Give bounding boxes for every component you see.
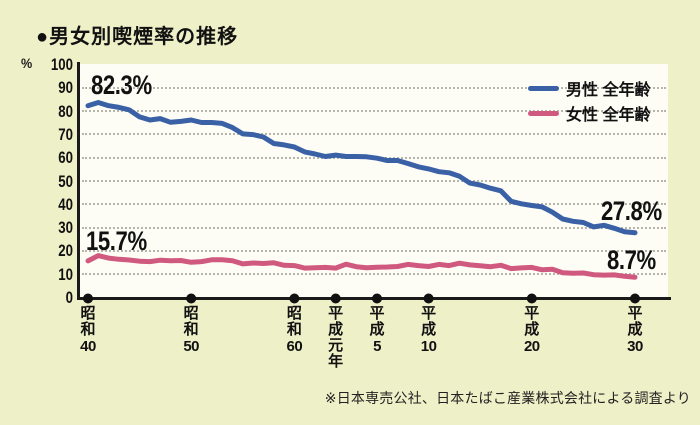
x-label-number: 50 [183,338,200,355]
gridline-60 [82,156,666,159]
x-label-char: 成 [524,321,540,338]
y-tick-20: 20 [58,241,73,261]
y-tick-30: 30 [58,218,73,238]
legend-item-female: 女性 全年齢 [528,103,651,124]
female-line-swatch-icon [528,110,559,116]
gridline-70 [82,133,666,136]
x-label-1975: 昭和 50 [183,306,199,355]
gridline-30 [82,226,666,229]
chart-title: ●男女別喫煙率の推移 [36,26,239,48]
x-label-1998: 平成 10 [421,306,437,355]
annotation-male-start: 82.3% [91,70,152,100]
x-axis-line [77,297,671,300]
x-label-number: 40 [80,338,96,355]
x-label-char: 昭 [183,305,199,322]
y-axis-unit: % [21,55,33,71]
y-axis-line [77,62,80,299]
y-tick-60: 60 [58,148,73,168]
x-label-char: 成 [328,321,344,338]
y-tick-10: 10 [58,264,73,284]
x-label-char: 和 [80,321,96,338]
x-label-char: 成 [421,321,437,338]
x-label-number: 20 [523,338,540,355]
y-tick-90: 90 [58,78,73,98]
x-label-1989: 平成元年 [328,306,343,370]
legend-label-male: 男性 全年齢 [566,82,651,99]
legend-item-male: 男性 全年齢 [528,78,651,99]
x-label-number: 30 [627,338,643,355]
annotation-male-end: 27.8% [601,196,662,226]
y-tick-0: 0 [65,288,73,307]
x-label-char: 平 [524,305,540,322]
x-label-2008: 平成 20 [524,306,540,355]
x-label-char: 年 [328,353,344,370]
x-label-1985: 昭和 60 [287,306,303,355]
gridline-20 [82,249,666,252]
x-label-char: 平 [369,305,385,322]
x-label-char: 平 [328,305,344,322]
x-label-char: 元 [328,337,344,354]
x-label-char: 成 [627,321,643,338]
x-label-char: 平 [627,305,643,322]
x-label-number: 10 [420,338,437,355]
y-tick-70: 70 [58,124,73,144]
x-label-char: 昭 [80,305,96,322]
gridline-90 [82,86,666,89]
gridline-50 [82,180,666,182]
source-note: ※日本専売公社、日本たばこ産業株式会社による調査より [324,390,691,406]
x-label-number: 60 [286,338,303,355]
x-label-char: 昭 [286,305,302,322]
legend-label-female: 女性 全年齢 [566,107,651,124]
legend: 男性 全年齢 女性 全年齢 [528,78,650,128]
y-tick-40: 40 [58,194,73,214]
y-tick-80: 80 [58,101,73,121]
x-label-char: 和 [183,321,199,338]
gridline-10 [82,273,666,276]
x-label-char: 平 [421,305,437,322]
gridline-40 [82,203,666,206]
male-line-swatch-icon [528,85,559,91]
y-tick-100: 100 [50,55,73,74]
y-tick-50: 50 [58,171,73,191]
x-label-1965: 昭和 40 [80,306,96,355]
x-label-char: 和 [286,321,302,338]
annotation-female-start: 15.7% [86,226,147,256]
annotation-female-end: 8.7% [607,245,656,275]
x-label-2018: 平成 30 [627,306,643,355]
x-label-number: 5 [373,338,381,355]
x-label-char: 成 [369,321,385,338]
